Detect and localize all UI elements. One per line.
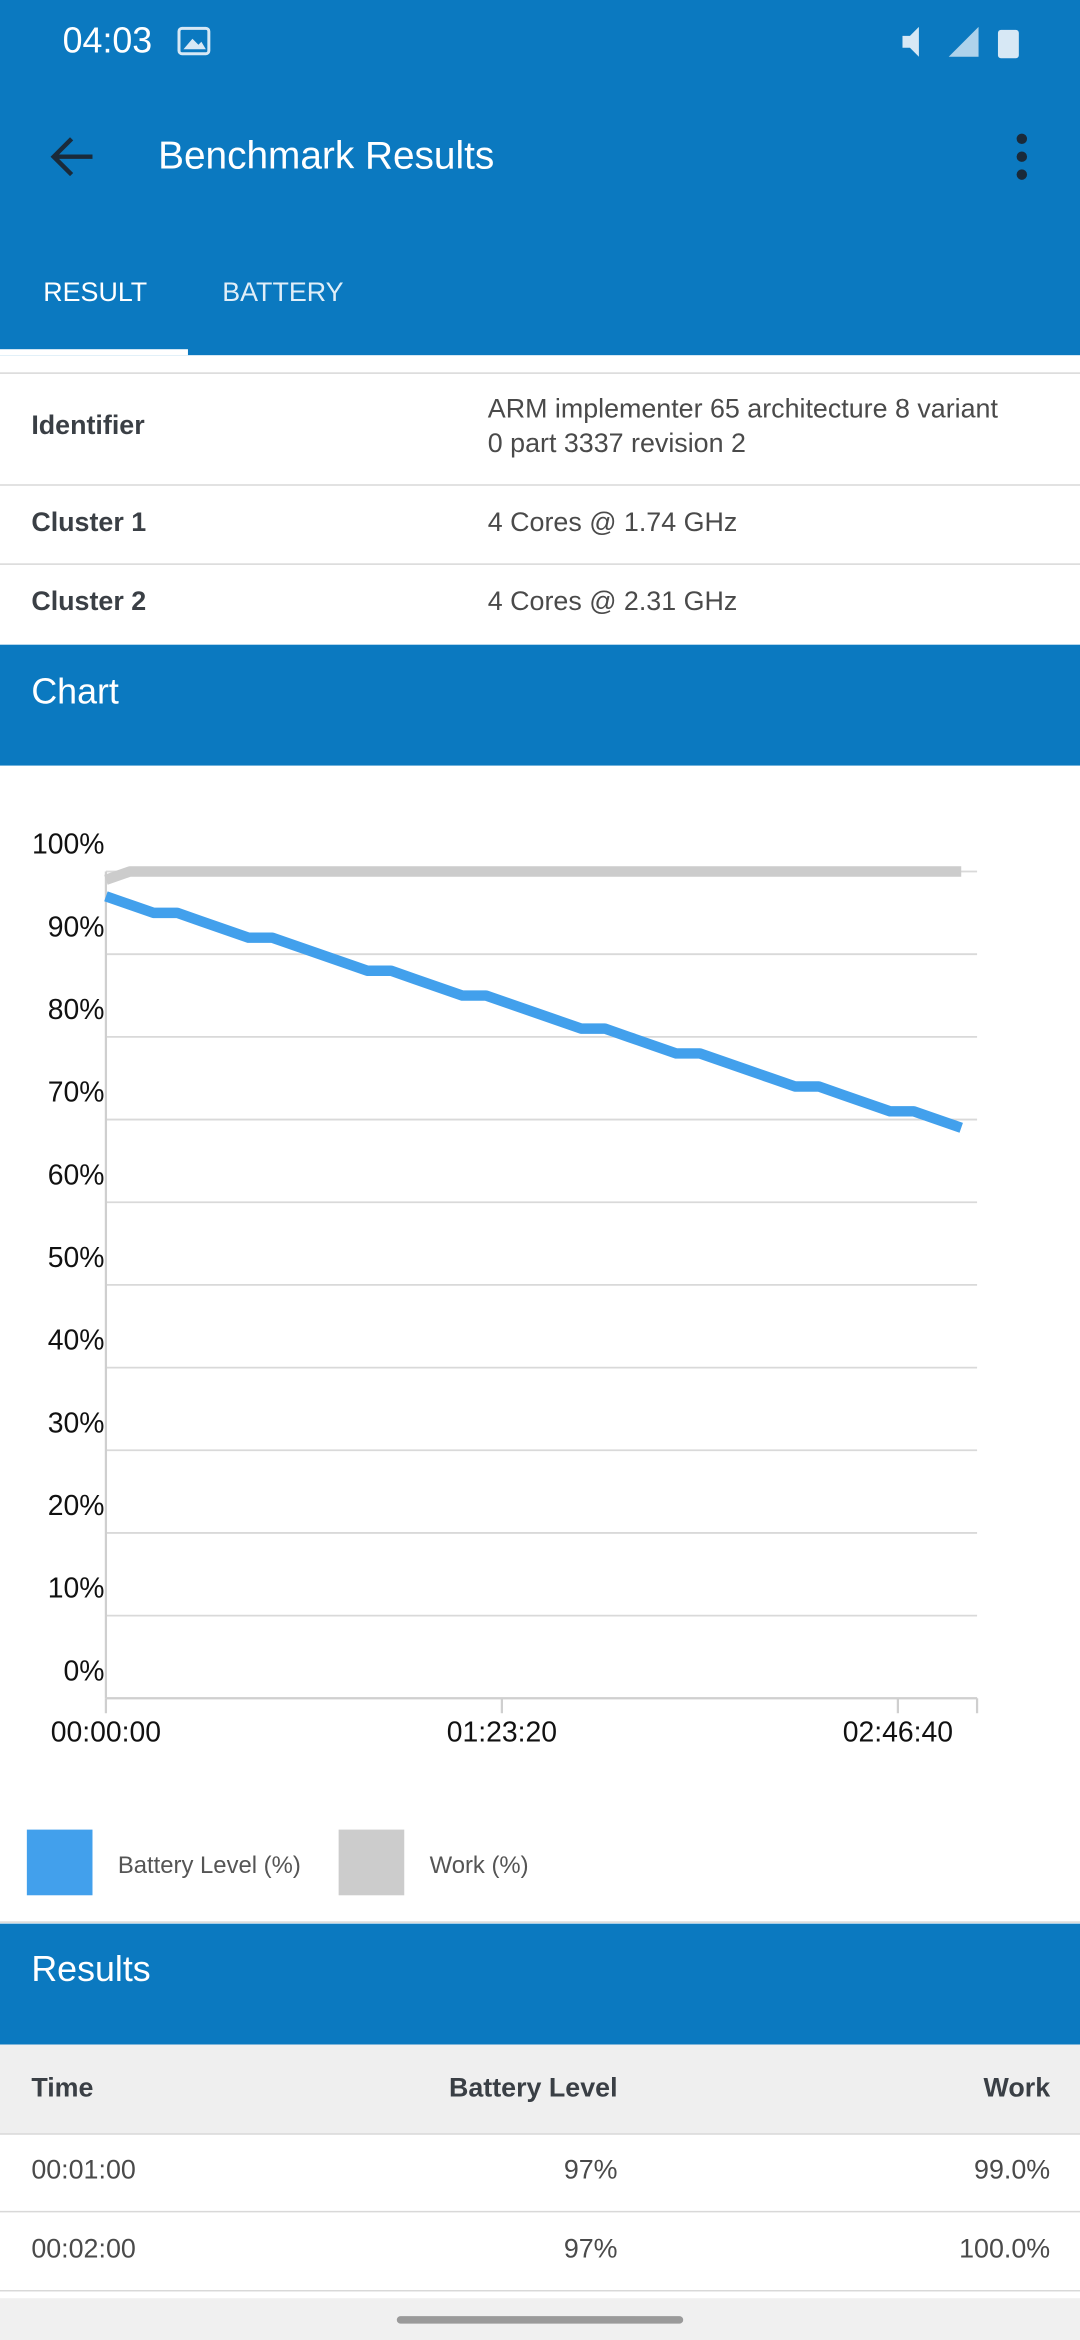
y-tick-label: 50%	[48, 1242, 105, 1274]
y-tick-label: 100%	[32, 829, 104, 861]
y-tick-label: 20%	[48, 1490, 105, 1522]
y-tick-label: 80%	[48, 994, 105, 1026]
column-header: Work	[984, 2072, 1051, 2102]
y-tick-label: 0%	[63, 1655, 104, 1687]
y-tick-label: 70%	[48, 1077, 105, 1109]
table-cell: 100.0%	[959, 2234, 1050, 2264]
row-value: 4 Cores @ 1.74 GHz	[488, 507, 738, 537]
back-button[interactable]	[50, 137, 93, 177]
section-title: Results	[31, 1949, 150, 1989]
series-line	[104, 866, 962, 885]
header-bg	[0, 0, 1080, 356]
row-value: ARM implementer 65 architecture 8 varian…	[488, 393, 999, 423]
row-label: Cluster 1	[31, 507, 146, 537]
menu-button[interactable]	[1016, 133, 1028, 180]
chart: 0% 10% 20% 30% 40% 50% 60% 70% 80% 90% 100% 00:00:0…	[26, 829, 979, 1896]
section-title: Chart	[31, 671, 119, 711]
y-tick-label: 10%	[48, 1573, 105, 1605]
table-cell: 00:02:00	[31, 2234, 135, 2264]
section-header	[0, 1923, 1080, 2045]
row-value: 0 part 3337 revision 2	[488, 428, 746, 458]
table-cell: 99.0%	[974, 2154, 1050, 2184]
legend-swatch	[338, 1829, 405, 1896]
table-cell: 00:01:00	[31, 2154, 135, 2184]
row-value: 4 Cores @ 2.31 GHz	[488, 586, 738, 616]
y-tick-label: 40%	[48, 1325, 105, 1357]
x-tick-label: 00:00:00	[51, 1717, 161, 1749]
column-header: Time	[31, 2072, 93, 2102]
section-header	[0, 644, 1080, 766]
row-label: Cluster 2	[31, 586, 146, 616]
legend-swatch	[26, 1829, 93, 1896]
status-time: 04:03	[63, 21, 153, 61]
x-tick-label: 01:23:20	[447, 1717, 557, 1749]
table-header-bg	[0, 2044, 1080, 2135]
app-title: Benchmark Results	[158, 134, 494, 177]
table-cell: 97%	[564, 2234, 618, 2264]
legend-label: Work (%)	[430, 1852, 529, 1879]
status-icons	[177, 26, 1019, 59]
home-indicator[interactable]	[396, 2316, 684, 2324]
tab[interactable]: BATTERY	[222, 277, 343, 307]
info-table: Identifier ARM implementer 65 architectu…	[0, 393, 1080, 616]
y-tick-label: 30%	[48, 1407, 105, 1439]
row-label: Identifier	[31, 410, 145, 440]
table-cell: 97%	[564, 2154, 618, 2184]
series-line	[104, 891, 963, 1133]
y-tick-label: 60%	[48, 1159, 105, 1191]
legend-label: Battery Level (%)	[118, 1852, 301, 1879]
y-tick-label: 90%	[48, 911, 105, 943]
x-tick-label: 02:46:40	[843, 1717, 953, 1749]
tab-indicator	[0, 349, 188, 356]
column-header: Battery Level	[449, 2072, 618, 2102]
tab[interactable]: RESULT	[43, 277, 147, 307]
